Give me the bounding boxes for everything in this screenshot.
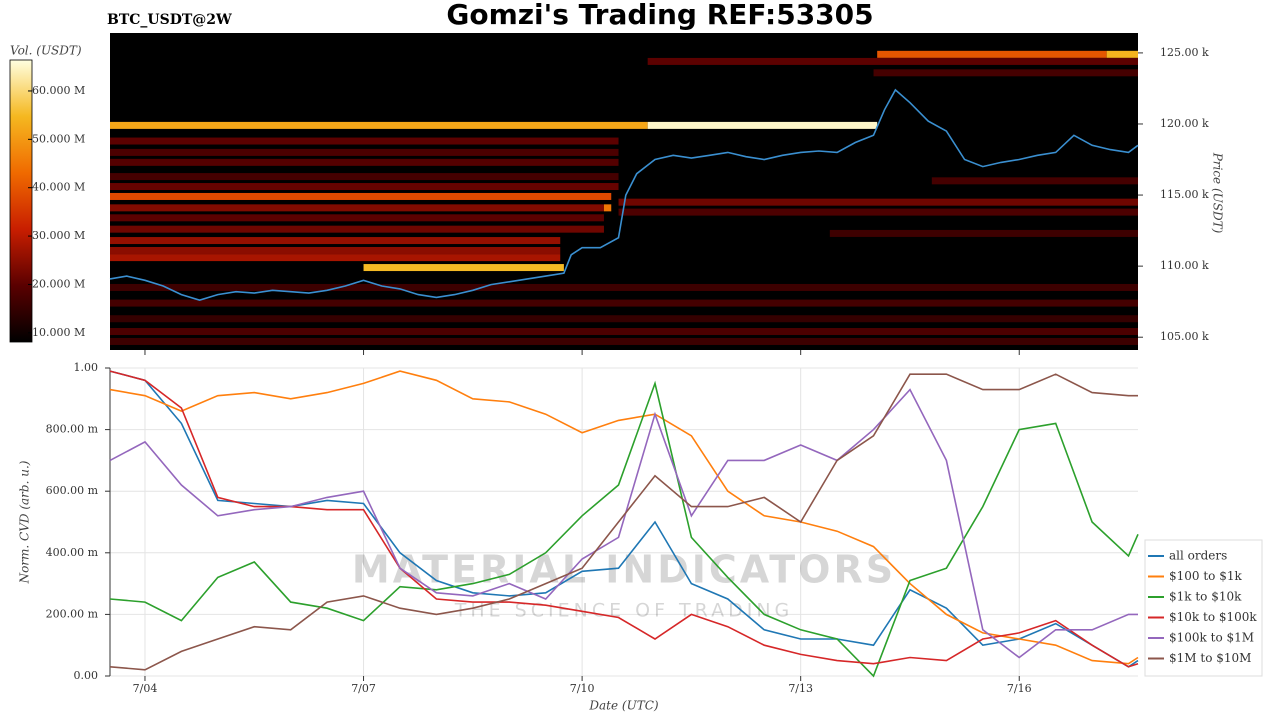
heatmap-cell (110, 237, 561, 245)
colorbar-tick-label: 30.000 M (32, 229, 85, 242)
legend-label: $1k to $10k (1169, 590, 1242, 604)
heatmap-cell (110, 148, 619, 156)
chart-subtitle: BTC_USDT@2W (107, 12, 232, 28)
watermark: MATERIAL INDICATORS (352, 548, 896, 592)
heatmap-cell (110, 137, 619, 145)
y-axis-label: Norm. CVD (arb. u.) (18, 460, 32, 584)
heatmap-cell (110, 204, 604, 212)
chart-title: Gomzi's Trading REF:53305 (446, 0, 873, 31)
y-tick-label: 1.00 (74, 361, 99, 374)
legend-label: $1M to $10M (1169, 651, 1251, 665)
heatmap-cell (877, 50, 1107, 58)
legend-label: $10k to $100k (1169, 610, 1257, 624)
heatmap-cell (1106, 50, 1138, 58)
heatmap-cell (647, 57, 1138, 65)
legend-label: all orders (1169, 549, 1227, 563)
heatmap-cell (110, 337, 1138, 345)
series-line (109, 380, 1139, 678)
colorbar-label: Vol. (USDT) (10, 44, 82, 58)
heatmap-cell (110, 173, 619, 181)
y-tick-label: 200.00 m (46, 607, 99, 620)
series-line (109, 388, 1138, 659)
heatmap-cell (110, 299, 1138, 307)
heatmap-cell (110, 158, 619, 166)
x-tick-label: 7/16 (1007, 682, 1032, 695)
x-tick-label: 7/07 (351, 682, 376, 695)
y-tick-label: 115.00 k (1160, 188, 1209, 201)
y-tick-label: 400.00 m (46, 546, 99, 559)
heatmap-cell (618, 208, 1138, 216)
heatmap-cell (618, 198, 1138, 206)
y-tick-label: 800.00 m (46, 423, 99, 436)
heatmap-cell (110, 225, 604, 233)
legend (1144, 539, 1263, 677)
y-tick-label: 120.00 k (1160, 117, 1209, 130)
heatmap-cell (829, 229, 1138, 237)
colorbar-tick-label: 40.000 M (32, 181, 85, 194)
heatmap-cell (110, 283, 1138, 291)
y-tick-label: 110.00 k (1160, 259, 1209, 272)
price-line (109, 88, 1139, 302)
legend-label: $100k to $1M (1169, 631, 1254, 645)
x-tick-label: 7/13 (788, 682, 813, 695)
colorbar-tick-label: 60.000 M (32, 84, 85, 97)
y-axis-label: Price (USDT) (1211, 152, 1225, 234)
y-tick-label: 600.00 m (46, 484, 99, 497)
heatmap-cell (110, 254, 561, 262)
heatmap-cell (110, 246, 561, 254)
colorbar-tick-label: 50.000 M (32, 132, 85, 145)
heatmap-cell (110, 121, 648, 129)
x-tick-label: 7/10 (570, 682, 595, 695)
colorbar-tick-label: 10.000 M (32, 326, 85, 339)
plot-background (110, 33, 1138, 350)
series-line (109, 373, 1138, 671)
heatmap-cell (873, 69, 1138, 77)
heatmap-cell (110, 192, 612, 200)
colorbar (9, 59, 33, 343)
heatmap-cell (110, 214, 604, 222)
heatmap-cell (363, 264, 564, 272)
y-tick-label: 105.00 k (1160, 330, 1209, 343)
y-tick-label: 125.00 k (1160, 46, 1209, 59)
legend-label: $100 to $1k (1169, 569, 1242, 583)
x-axis-label: Date (UTC) (588, 699, 658, 713)
x-tick-label: 7/04 (133, 682, 158, 695)
heatmap-cell (603, 204, 612, 212)
heatmap-cell (110, 315, 1138, 323)
heatmap-cell (110, 183, 619, 191)
heatmap-cell (647, 121, 878, 129)
y-tick-label: 0.00 (74, 669, 99, 682)
heatmap-cell (931, 177, 1138, 185)
colorbar-tick-label: 20.000 M (32, 277, 85, 290)
heatmap-cell (110, 328, 1138, 336)
